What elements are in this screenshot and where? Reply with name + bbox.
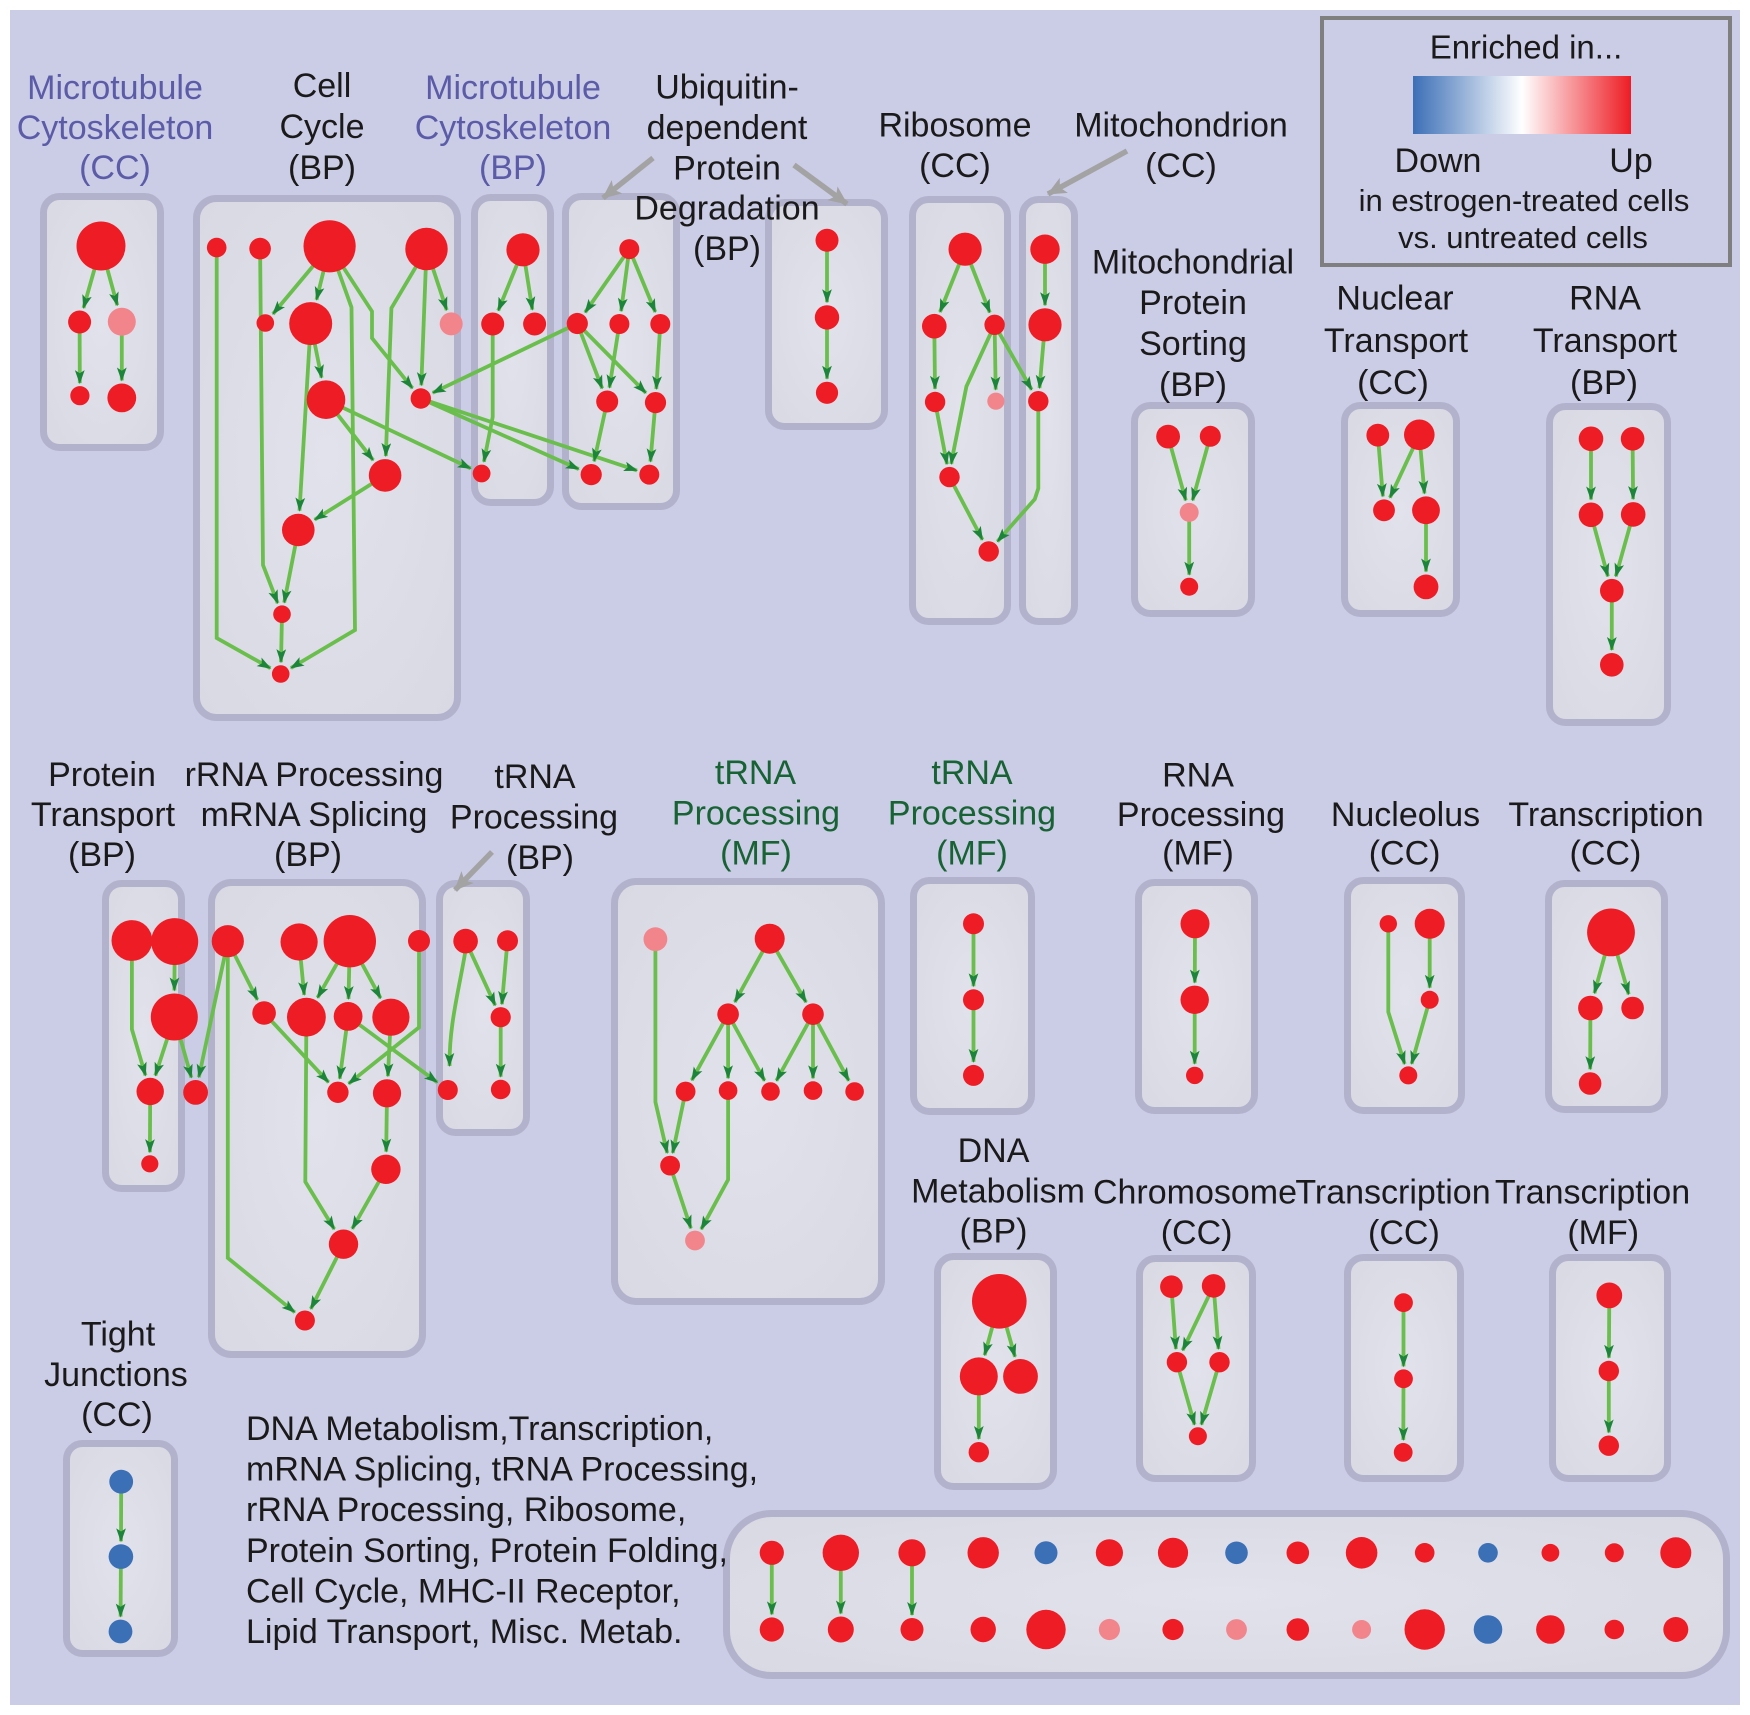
svg-text:(BP): (BP) bbox=[506, 839, 574, 877]
svg-text:Protein: Protein bbox=[673, 149, 781, 187]
svg-text:(CC): (CC) bbox=[79, 149, 151, 187]
svg-text:Transcription: Transcription bbox=[1508, 796, 1703, 834]
svg-text:(MF): (MF) bbox=[936, 835, 1008, 873]
svg-text:Cytoskeleton: Cytoskeleton bbox=[17, 109, 214, 147]
svg-text:Ribosome: Ribosome bbox=[878, 107, 1031, 145]
svg-text:Mitochondrion: Mitochondrion bbox=[1074, 107, 1288, 145]
svg-text:RNA: RNA bbox=[1569, 280, 1641, 318]
svg-text:(CC): (CC) bbox=[1570, 834, 1642, 872]
svg-text:Lipid Transport, Misc. Metab.: Lipid Transport, Misc. Metab. bbox=[246, 1613, 683, 1651]
svg-text:Degradation: Degradation bbox=[634, 190, 819, 228]
svg-text:Sorting: Sorting bbox=[1139, 325, 1247, 363]
svg-text:mRNA Splicing, tRNA Processing: mRNA Splicing, tRNA Processing, bbox=[246, 1451, 758, 1489]
svg-text:Cytoskeleton: Cytoskeleton bbox=[415, 109, 612, 147]
svg-text:(CC): (CC) bbox=[919, 147, 991, 185]
svg-text:(BP): (BP) bbox=[288, 149, 356, 187]
svg-text:(BP): (BP) bbox=[274, 836, 342, 874]
svg-text:(CC): (CC) bbox=[1145, 147, 1217, 185]
svg-text:Nucleolus: Nucleolus bbox=[1331, 796, 1480, 834]
svg-text:Transcription: Transcription bbox=[1295, 1173, 1490, 1211]
svg-text:(CC): (CC) bbox=[81, 1396, 153, 1434]
svg-text:Microtubule: Microtubule bbox=[27, 69, 203, 107]
svg-text:(BP): (BP) bbox=[693, 230, 761, 268]
svg-text:DNA: DNA bbox=[958, 1132, 1030, 1170]
svg-text:(BP): (BP) bbox=[479, 149, 547, 187]
svg-text:Transport: Transport bbox=[1533, 322, 1678, 360]
svg-text:Chromosome: Chromosome bbox=[1093, 1173, 1297, 1211]
svg-text:(MF): (MF) bbox=[720, 835, 792, 873]
svg-text:RNA: RNA bbox=[1162, 756, 1234, 794]
svg-text:Ubiquitin-: Ubiquitin- bbox=[655, 69, 799, 107]
svg-text:Cycle: Cycle bbox=[279, 108, 364, 146]
svg-text:(CC): (CC) bbox=[1357, 364, 1429, 402]
svg-text:(BP): (BP) bbox=[1570, 364, 1638, 402]
svg-text:Up: Up bbox=[1609, 142, 1652, 180]
svg-text:tRNA: tRNA bbox=[931, 754, 1013, 792]
svg-text:Microtubule: Microtubule bbox=[425, 69, 601, 107]
svg-text:Protein: Protein bbox=[48, 756, 156, 794]
svg-text:Processing: Processing bbox=[672, 795, 840, 833]
svg-text:Transport: Transport bbox=[1324, 322, 1469, 360]
svg-text:Protein: Protein bbox=[1139, 284, 1247, 322]
svg-text:vs. untreated cells: vs. untreated cells bbox=[1398, 220, 1648, 255]
svg-text:Tight: Tight bbox=[81, 1315, 156, 1353]
svg-text:(BP): (BP) bbox=[1159, 366, 1227, 404]
svg-text:Junctions: Junctions bbox=[44, 1356, 188, 1394]
svg-text:in estrogen-treated cells: in estrogen-treated cells bbox=[1359, 183, 1690, 218]
svg-text:Protein Sorting, Protein Foldi: Protein Sorting, Protein Folding, bbox=[246, 1532, 728, 1570]
svg-text:Processing: Processing bbox=[888, 795, 1056, 833]
svg-text:Processing: Processing bbox=[1117, 796, 1285, 834]
svg-text:(BP): (BP) bbox=[68, 836, 136, 874]
svg-text:Mitochondrial: Mitochondrial bbox=[1092, 243, 1294, 281]
svg-text:Transcription: Transcription bbox=[1495, 1173, 1690, 1211]
svg-text:Transport: Transport bbox=[31, 796, 176, 834]
svg-text:mRNA Splicing: mRNA Splicing bbox=[201, 796, 428, 834]
svg-text:Down: Down bbox=[1395, 142, 1482, 180]
svg-text:(CC): (CC) bbox=[1161, 1214, 1233, 1252]
svg-text:tRNA: tRNA bbox=[494, 758, 576, 796]
svg-text:(MF): (MF) bbox=[1162, 834, 1234, 872]
svg-text:rRNA Processing, Ribosome,: rRNA Processing, Ribosome, bbox=[246, 1491, 686, 1529]
svg-text:Metabolism: Metabolism bbox=[911, 1172, 1085, 1210]
svg-text:(CC): (CC) bbox=[1369, 834, 1441, 872]
svg-text:dependent: dependent bbox=[647, 109, 808, 147]
svg-text:Cell: Cell bbox=[293, 67, 352, 105]
svg-text:Processing: Processing bbox=[450, 798, 618, 836]
svg-text:(MF): (MF) bbox=[1567, 1214, 1639, 1252]
svg-text:Cell Cycle, MHC-II Receptor,: Cell Cycle, MHC-II Receptor, bbox=[246, 1572, 681, 1610]
svg-text:rRNA Processing: rRNA Processing bbox=[185, 756, 444, 794]
svg-text:tRNA: tRNA bbox=[715, 754, 797, 792]
svg-text:(CC): (CC) bbox=[1368, 1214, 1440, 1252]
svg-text:(BP): (BP) bbox=[960, 1213, 1028, 1251]
svg-text:DNA Metabolism,Transcription,: DNA Metabolism,Transcription, bbox=[246, 1410, 713, 1448]
svg-text:Nuclear: Nuclear bbox=[1336, 280, 1453, 318]
svg-text:Enriched in...: Enriched in... bbox=[1430, 29, 1623, 66]
